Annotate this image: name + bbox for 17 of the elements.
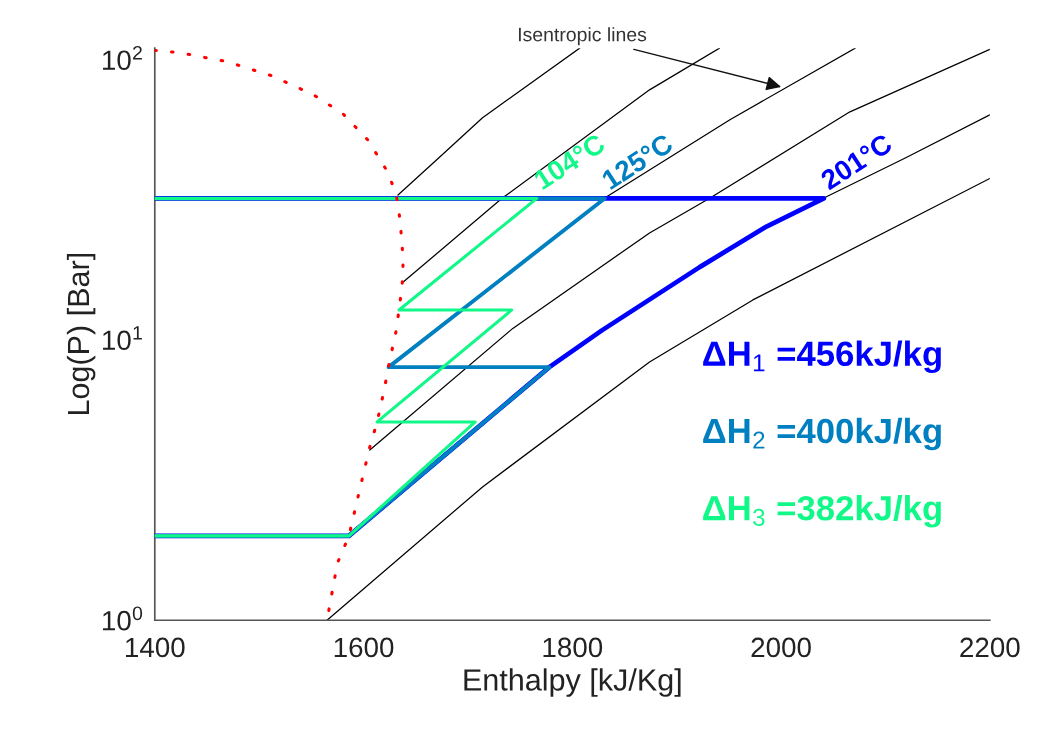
- annotation: ΔH$_{3}$ =382kJ/kg: [703, 495, 941, 528]
- line-series: [402, 48, 721, 283]
- annotation: Isentropic lines: [518, 27, 647, 46]
- line-series: [369, 48, 990, 451]
- x-tick-label: 1600: [334, 637, 394, 658]
- x-tick-label: 1800: [543, 637, 603, 658]
- y-axis-title: Log(P) [Bar]: [66, 254, 96, 415]
- x-axis-title: Enthalpy [kJ/Kg]: [464, 668, 681, 697]
- x-tick-label: 2000: [751, 637, 811, 658]
- line-series: [154, 196, 539, 538]
- x-tick-label: 2200: [960, 637, 1020, 658]
- annotation: ΔH$_{1}$ =456kJ/kg: [703, 340, 941, 374]
- y-tick-label: 10$^{2}$: [103, 45, 142, 71]
- x-tick-label: 1400: [126, 637, 185, 658]
- y-tick-label: 10$^{1}$: [103, 326, 142, 351]
- annotation: ΔH$_{2}$ =400kJ/kg: [703, 417, 941, 451]
- y-tick-label: 10$^{0}$: [103, 606, 143, 631]
